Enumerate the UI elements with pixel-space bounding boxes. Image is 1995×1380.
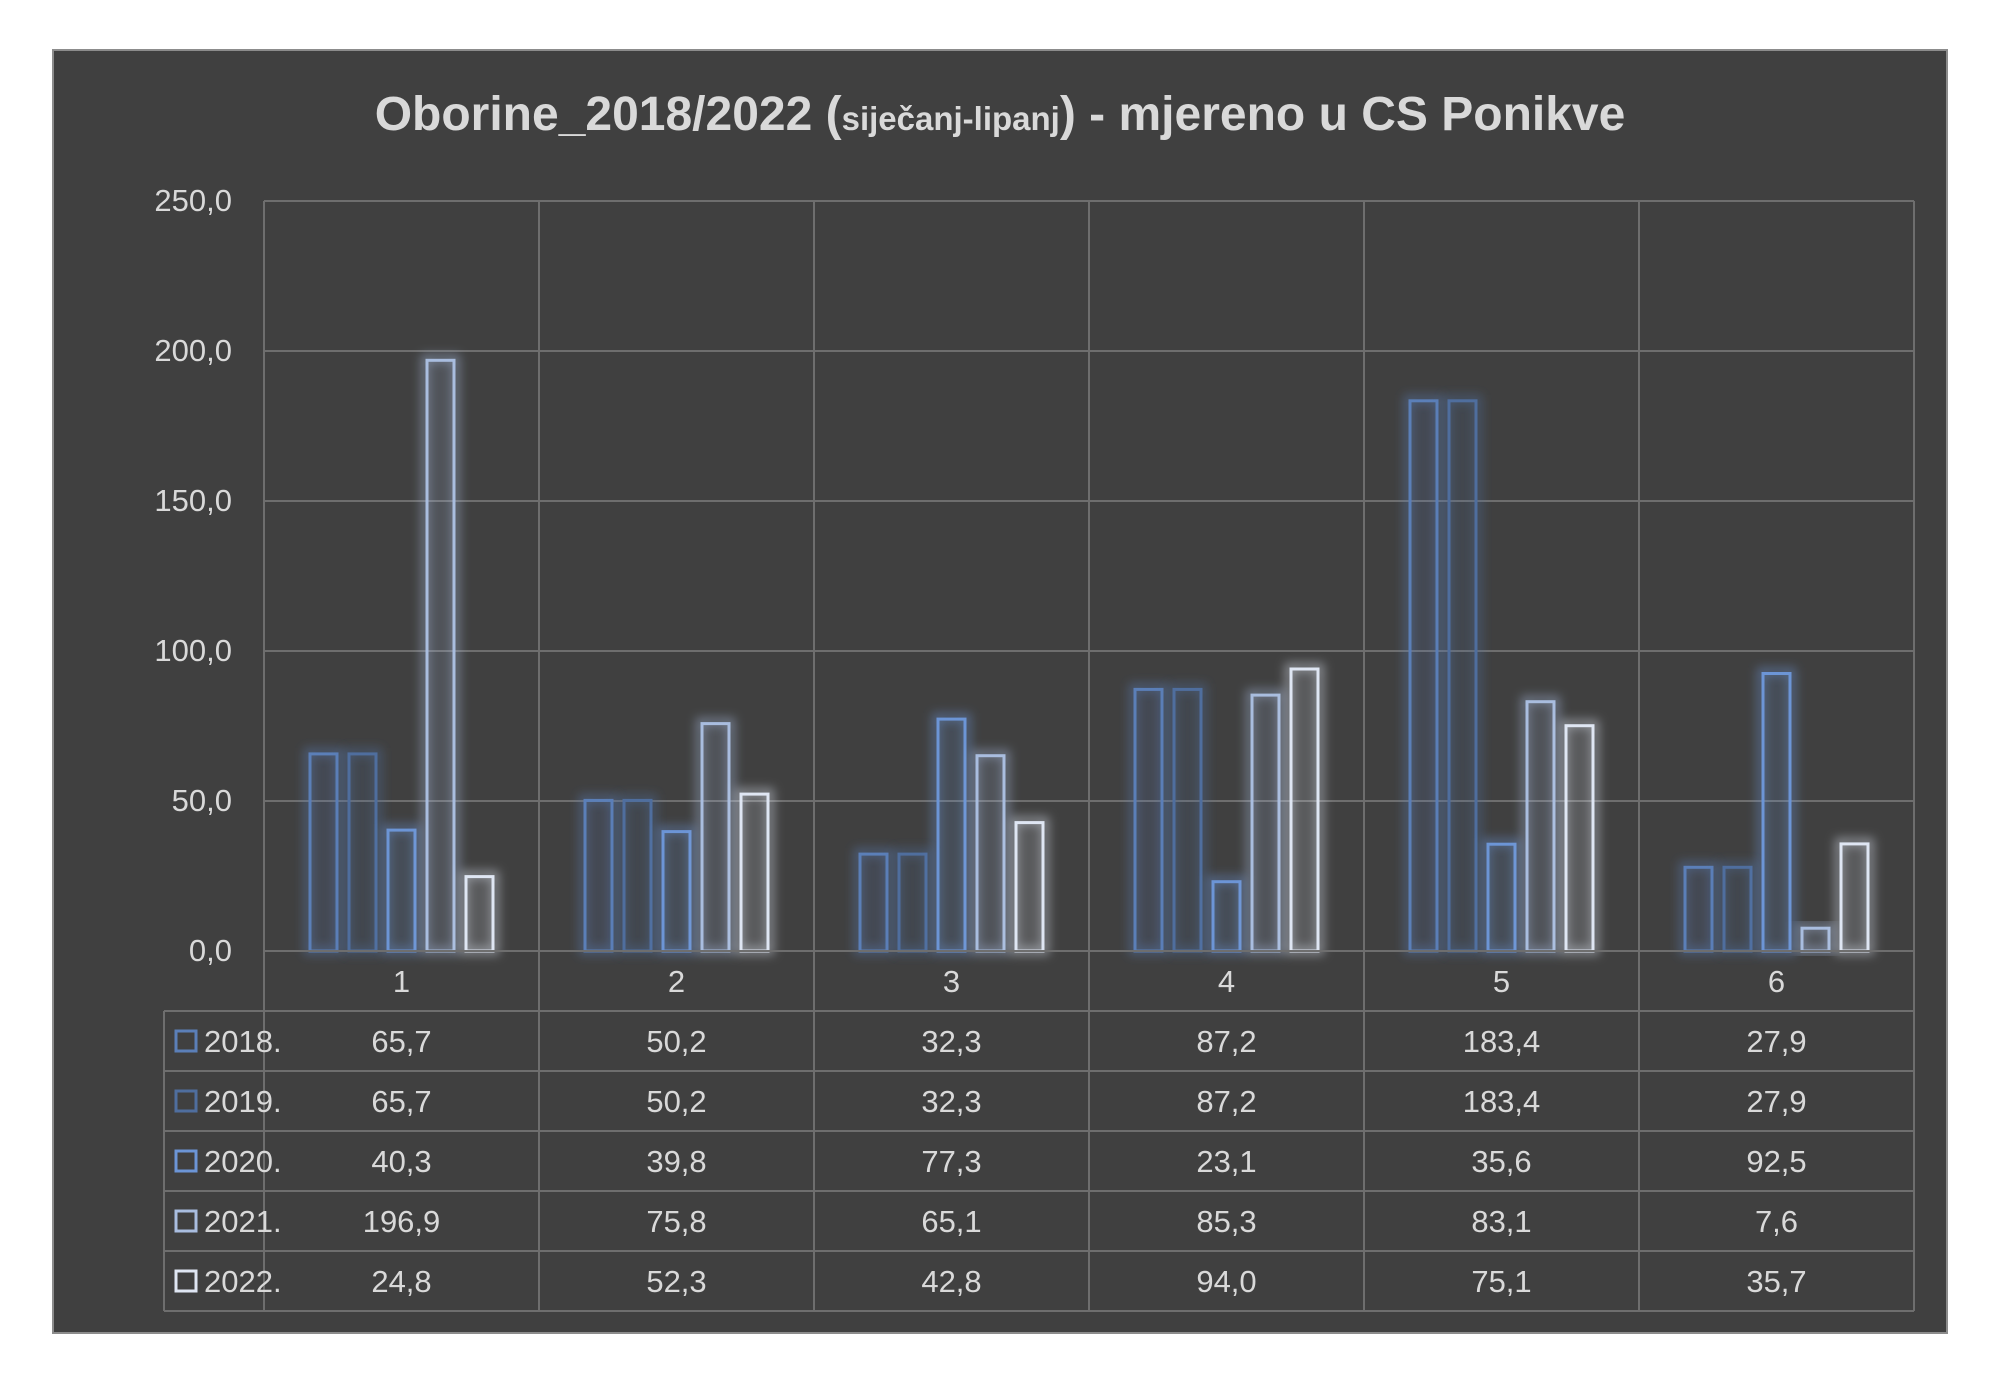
bar — [308, 752, 339, 953]
category-label: 5 — [1493, 964, 1510, 999]
table-cell-value: 85,3 — [1196, 1204, 1256, 1239]
legend-label: 2022. — [204, 1264, 282, 1299]
legend-label: 2020. — [204, 1144, 282, 1179]
bar — [936, 717, 967, 953]
table-cell-value: 50,2 — [646, 1024, 706, 1059]
legend-label: 2021. — [204, 1204, 282, 1239]
bar — [1722, 865, 1753, 953]
bar — [1014, 821, 1045, 953]
table-cell-value: 77,3 — [921, 1144, 981, 1179]
table-cell-value: 92,5 — [1746, 1144, 1806, 1179]
chart-svg: 0,0 50,0 100,0 150,0 200,0 250,0 1 2 3 4 5 6 2018. 6… — [154, 183, 1915, 1312]
category-label: 2 — [668, 964, 685, 999]
table-cell-value: 65,1 — [921, 1204, 981, 1239]
table-cell-value: 65,7 — [371, 1024, 431, 1059]
bar — [1172, 687, 1203, 953]
bar — [583, 798, 614, 953]
bar — [700, 722, 731, 953]
table-cell-value: 87,2 — [1196, 1024, 1256, 1059]
table-cell-value: 7,6 — [1755, 1204, 1798, 1239]
y-axis: 0,0 50,0 100,0 150,0 200,0 250,0 — [154, 183, 232, 968]
table-cell-value: 42,8 — [921, 1264, 981, 1299]
y-tick-label: 100,0 — [154, 633, 232, 668]
bar — [1564, 724, 1595, 953]
bar — [1800, 926, 1831, 953]
grid-layer — [263, 200, 1915, 1311]
bar — [1408, 399, 1439, 953]
chart-title: Oborine_2018/2022 (siječanj-lipanj) - mj… — [54, 87, 1946, 142]
bar — [739, 792, 770, 953]
table-cell-value: 50,2 — [646, 1084, 706, 1119]
table-cell-value: 27,9 — [1746, 1084, 1806, 1119]
bar — [1250, 693, 1281, 953]
data-table: 1 2 3 4 5 6 2018. 65,7 50,2 32,3 87,2 183,4 27,9 2019… — [163, 950, 1914, 1312]
bar — [661, 830, 692, 953]
y-tick-label: 150,0 — [154, 483, 232, 518]
bar — [1447, 399, 1478, 953]
category-label: 4 — [1218, 964, 1235, 999]
table-cell-value: 83,1 — [1471, 1204, 1531, 1239]
chart-title-sub: siječanj-lipanj — [841, 100, 1060, 137]
table-cell-value: 94,0 — [1196, 1264, 1256, 1299]
legend-swatch — [174, 1029, 198, 1053]
bar — [622, 798, 653, 953]
legend-swatch — [174, 1269, 198, 1293]
bar — [1525, 700, 1556, 953]
bar — [464, 875, 495, 953]
table-cell-value: 183,4 — [1463, 1024, 1541, 1059]
table-cell-value: 32,3 — [921, 1084, 981, 1119]
table-cell-value: 35,6 — [1471, 1144, 1531, 1179]
y-tick-label: 0,0 — [189, 933, 232, 968]
bar — [1486, 842, 1517, 953]
legend-swatch — [174, 1149, 198, 1173]
chart-area: Oborine_2018/2022 (siječanj-lipanj) - mj… — [52, 49, 1948, 1334]
table-cell-value: 87,2 — [1196, 1084, 1256, 1119]
chart-title-tail: ) - mjereno u CS Ponikve — [1059, 88, 1626, 141]
chart-title-main: Oborine_2018/2022 ( — [374, 88, 842, 141]
table-cell-value: 23,1 — [1196, 1144, 1256, 1179]
legend-label: 2019. — [204, 1084, 282, 1119]
table-cell-value: 196,9 — [363, 1204, 441, 1239]
category-label: 3 — [943, 964, 960, 999]
table-cell-value: 24,8 — [371, 1264, 431, 1299]
bar — [1289, 667, 1320, 953]
legend-label: 2018. — [204, 1024, 282, 1059]
category-label: 1 — [393, 964, 410, 999]
table-cell-value: 52,3 — [646, 1264, 706, 1299]
table-cell-value: 40,3 — [371, 1144, 431, 1179]
table-cell-value: 32,3 — [921, 1024, 981, 1059]
table-cell-value: 183,4 — [1463, 1084, 1541, 1119]
bar — [1133, 687, 1164, 953]
y-tick-label: 200,0 — [154, 333, 232, 368]
table-cell-value: 75,1 — [1471, 1264, 1531, 1299]
bar — [975, 754, 1006, 953]
category-label: 6 — [1768, 964, 1785, 999]
bar — [1683, 865, 1714, 953]
table-cell-value: 39,8 — [646, 1144, 706, 1179]
table-cell-value: 65,7 — [371, 1084, 431, 1119]
table-cell-value: 35,7 — [1746, 1264, 1806, 1299]
y-tick-label: 250,0 — [154, 183, 232, 218]
bar — [1839, 842, 1870, 953]
y-tick-label: 50,0 — [172, 783, 232, 818]
legend-swatch — [174, 1089, 198, 1113]
bar — [897, 852, 928, 953]
bar — [1211, 880, 1242, 953]
bar — [425, 358, 456, 953]
legend-swatch — [174, 1209, 198, 1233]
table-cell-value: 75,8 — [646, 1204, 706, 1239]
bar — [858, 852, 889, 953]
bar — [347, 752, 378, 953]
table-cell-value: 27,9 — [1746, 1024, 1806, 1059]
bar — [386, 828, 417, 953]
bar — [1761, 672, 1792, 953]
